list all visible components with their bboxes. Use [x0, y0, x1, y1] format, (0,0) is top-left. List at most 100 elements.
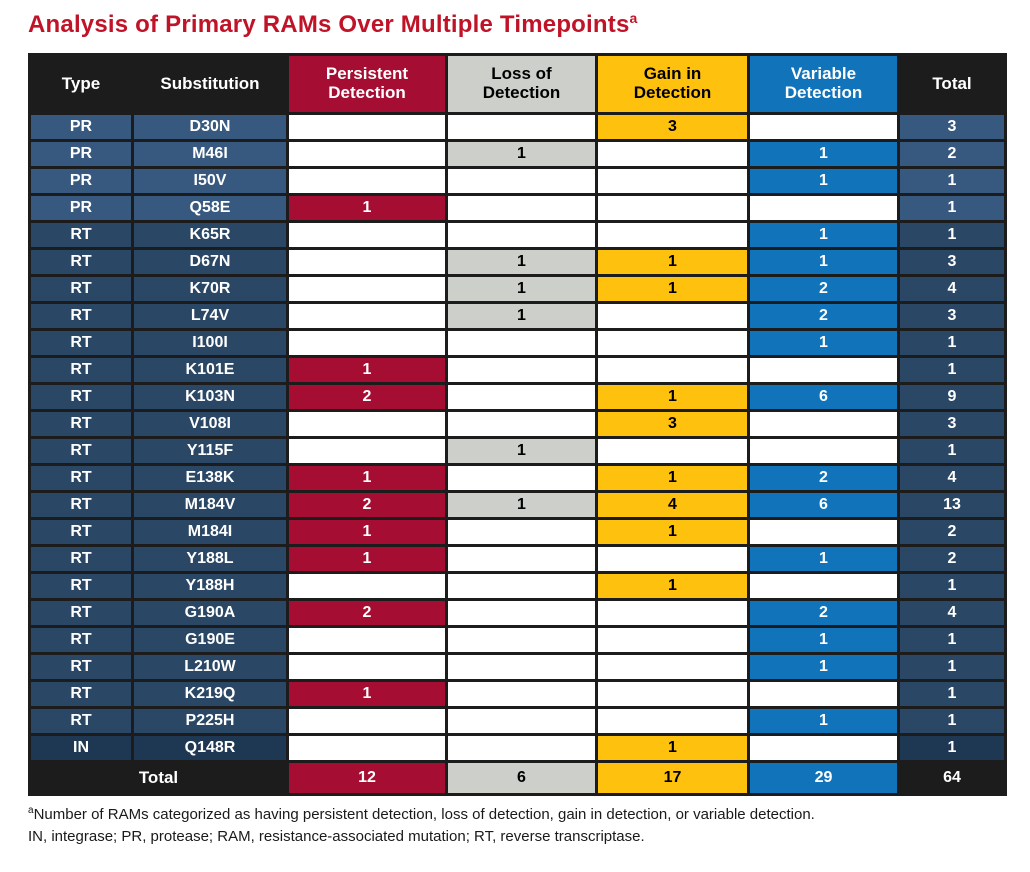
- substitution-cell: E138K: [134, 466, 286, 490]
- header-loss-label: Loss of Detection: [482, 64, 561, 102]
- substitution-cell: Q148R: [134, 736, 286, 760]
- table-row: RT P225H 1 1: [31, 709, 1004, 733]
- table-row: RT L74V 1 2 3: [31, 304, 1004, 328]
- persistent-cell: [289, 412, 445, 436]
- gain-cell: [598, 682, 747, 706]
- type-cell: PR: [31, 115, 131, 139]
- table-header-row: Type Substitution Persistent Detection L…: [31, 56, 1004, 112]
- total-cell: 3: [900, 250, 1004, 274]
- substitution-cell: K70R: [134, 277, 286, 301]
- substitution-cell: Y188L: [134, 547, 286, 571]
- type-cell: RT: [31, 223, 131, 247]
- type-cell: RT: [31, 466, 131, 490]
- persistent-cell: [289, 304, 445, 328]
- type-cell: RT: [31, 331, 131, 355]
- loss-cell: [448, 358, 595, 382]
- substitution-cell: K101E: [134, 358, 286, 382]
- substitution-cell: M184V: [134, 493, 286, 517]
- substitution-cell: I100I: [134, 331, 286, 355]
- type-cell: RT: [31, 709, 131, 733]
- ram-analysis-table: Type Substitution Persistent Detection L…: [28, 53, 1007, 796]
- gain-cell: 1: [598, 466, 747, 490]
- variable-cell: 2: [750, 601, 897, 625]
- table-row: RT M184I 1 1 2: [31, 520, 1004, 544]
- table-row: RT M184V 2 1 4 6 13: [31, 493, 1004, 517]
- type-cell: RT: [31, 493, 131, 517]
- type-cell: PR: [31, 142, 131, 166]
- gain-cell: 1: [598, 736, 747, 760]
- total-row-label: Total: [31, 763, 286, 793]
- total-cell: 2: [900, 547, 1004, 571]
- substitution-cell: G190A: [134, 601, 286, 625]
- substitution-cell: K65R: [134, 223, 286, 247]
- total-cell: 1: [900, 574, 1004, 598]
- variable-cell: 1: [750, 169, 897, 193]
- loss-cell: 1: [448, 277, 595, 301]
- persistent-cell: 2: [289, 493, 445, 517]
- table-row: IN Q148R 1 1: [31, 736, 1004, 760]
- table-row: RT K103N 2 1 6 9: [31, 385, 1004, 409]
- substitution-cell: I50V: [134, 169, 286, 193]
- total-grand-cell: 64: [900, 763, 1004, 793]
- persistent-cell: [289, 439, 445, 463]
- persistent-cell: [289, 709, 445, 733]
- type-cell: PR: [31, 169, 131, 193]
- table-row: PR I50V 1 1: [31, 169, 1004, 193]
- table-row: RT K219Q 1 1: [31, 682, 1004, 706]
- variable-cell: [750, 358, 897, 382]
- loss-cell: [448, 223, 595, 247]
- total-cell: 1: [900, 709, 1004, 733]
- gain-cell: [598, 331, 747, 355]
- substitution-cell: Q58E: [134, 196, 286, 220]
- gain-cell: [598, 304, 747, 328]
- persistent-cell: 1: [289, 196, 445, 220]
- footnote-marker: a: [28, 805, 34, 816]
- variable-cell: 1: [750, 628, 897, 652]
- persistent-cell: [289, 169, 445, 193]
- type-cell: RT: [31, 655, 131, 679]
- total-cell: 1: [900, 655, 1004, 679]
- variable-cell: 1: [750, 142, 897, 166]
- total-variable-cell: 29: [750, 763, 897, 793]
- loss-cell: [448, 466, 595, 490]
- table-row: PR Q58E 1 1: [31, 196, 1004, 220]
- total-cell: 1: [900, 331, 1004, 355]
- variable-cell: [750, 439, 897, 463]
- type-cell: RT: [31, 574, 131, 598]
- variable-cell: 1: [750, 250, 897, 274]
- table-row: RT K70R 1 1 2 4: [31, 277, 1004, 301]
- loss-cell: [448, 169, 595, 193]
- loss-cell: [448, 412, 595, 436]
- total-cell: 9: [900, 385, 1004, 409]
- loss-cell: [448, 520, 595, 544]
- loss-cell: 1: [448, 250, 595, 274]
- header-variable-detection: Variable Detection: [750, 56, 897, 112]
- persistent-cell: [289, 277, 445, 301]
- gain-cell: [598, 709, 747, 733]
- loss-cell: [448, 196, 595, 220]
- loss-cell: 1: [448, 142, 595, 166]
- substitution-cell: P225H: [134, 709, 286, 733]
- gain-cell: 1: [598, 385, 747, 409]
- header-variable-label: Variable Detection: [784, 64, 863, 102]
- type-cell: PR: [31, 196, 131, 220]
- footnote-line-1: aNumber of RAMs categorized as having pe…: [28, 804, 1030, 826]
- table-row: RT K65R 1 1: [31, 223, 1004, 247]
- type-cell: RT: [31, 547, 131, 571]
- gain-cell: [598, 628, 747, 652]
- loss-cell: [448, 682, 595, 706]
- substitution-cell: K103N: [134, 385, 286, 409]
- table-row: PR M46I 1 1 2: [31, 142, 1004, 166]
- gain-cell: 3: [598, 115, 747, 139]
- substitution-cell: L74V: [134, 304, 286, 328]
- substitution-cell: D67N: [134, 250, 286, 274]
- variable-cell: 2: [750, 304, 897, 328]
- persistent-cell: 1: [289, 466, 445, 490]
- page-title: Analysis of Primary RAMs Over Multiple T…: [28, 10, 1030, 39]
- type-cell: RT: [31, 520, 131, 544]
- variable-cell: 6: [750, 385, 897, 409]
- header-total: Total: [900, 56, 1004, 112]
- gain-cell: [598, 358, 747, 382]
- header-gain-in-detection: Gain in Detection: [598, 56, 747, 112]
- total-cell: 1: [900, 169, 1004, 193]
